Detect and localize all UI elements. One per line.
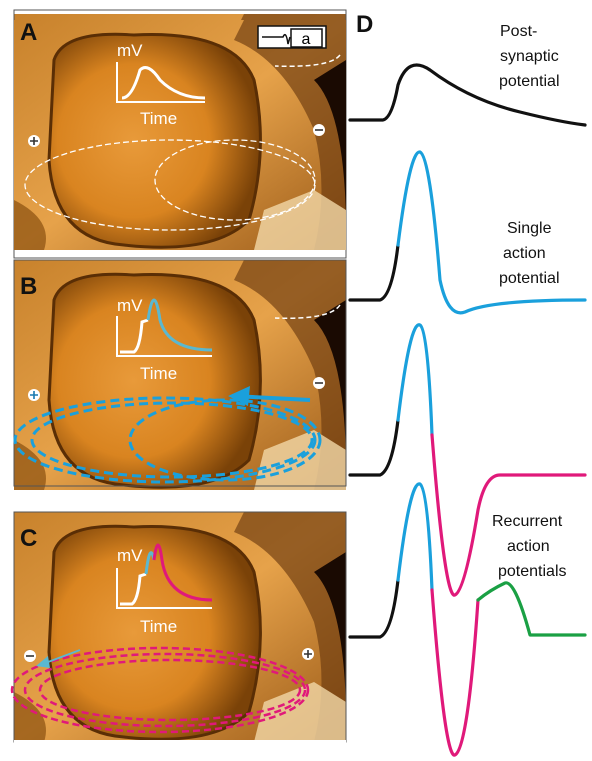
inset-x-label: Time (140, 364, 177, 383)
figure: A mV Time a B mV Time (0, 0, 592, 761)
inset-x-label: Time (140, 109, 177, 128)
trace-caption: Single (507, 220, 552, 237)
trace-caption: action (503, 245, 546, 262)
trace-caption: potentials (498, 563, 567, 580)
marker-label: a (302, 31, 311, 48)
trace-caption: action (507, 538, 550, 555)
panel-label: C (20, 525, 37, 552)
inset-x-label: Time (140, 617, 177, 636)
trace-caption: potential (499, 73, 560, 90)
panel-label: A (20, 19, 37, 46)
panel-c: C mV Time (12, 512, 346, 761)
panel-a: A mV Time a (14, 10, 346, 258)
trace-caption: potential (499, 270, 560, 287)
inset-y-label: mV (117, 41, 143, 60)
trace-caption: Post- (500, 23, 537, 40)
inset-y-label: mV (117, 546, 143, 565)
panel-label: B (20, 273, 37, 300)
panel-b: B mV Time (14, 260, 346, 490)
trace-caption: synaptic (500, 48, 559, 65)
panel-label: D (356, 11, 373, 38)
panel-d: D (350, 11, 585, 755)
trace-caption: Recurrent (492, 513, 563, 530)
inset-y-label: mV (117, 296, 143, 315)
